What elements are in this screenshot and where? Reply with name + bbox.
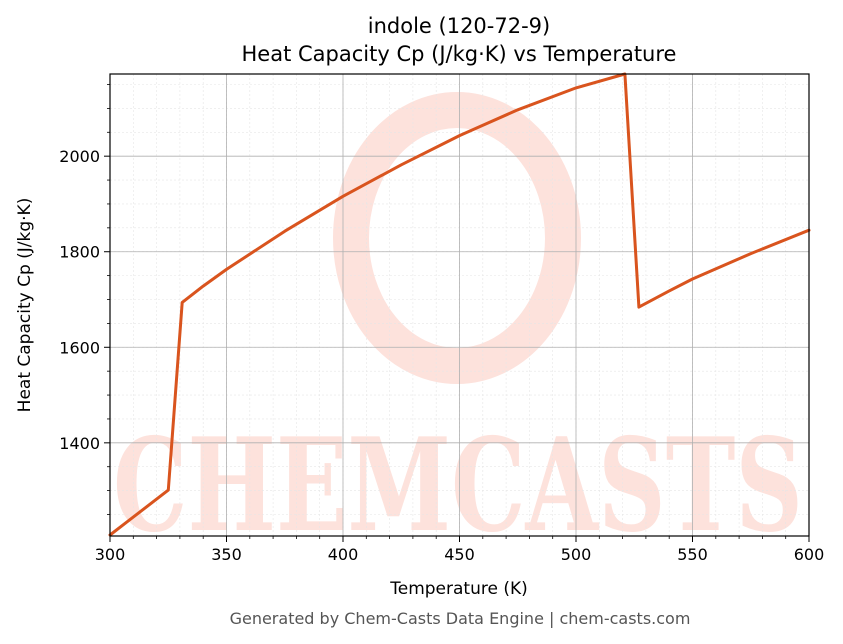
x-tick-label: 600	[794, 545, 825, 564]
x-tick-label: 550	[677, 545, 708, 564]
axis-ticks: 300 350 400 450 500 550 600 1400 1600 1800 2000	[59, 84, 825, 564]
chart-subtitle: Heat Capacity Cp (J/kg·K) vs Temperature	[242, 42, 677, 66]
y-axis-label: Heat Capacity Cp (J/kg·K)	[15, 198, 35, 413]
x-tick-label: 350	[211, 545, 242, 564]
y-tick-label: 2000	[59, 147, 100, 166]
x-tick-label: 500	[561, 545, 592, 564]
watermark-text: CHEMCASTS	[113, 411, 803, 561]
y-tick-label: 1600	[59, 338, 100, 357]
x-axis-label: Temperature (K)	[389, 579, 528, 599]
watermark-logo-ring	[333, 92, 581, 384]
y-tick-label: 1400	[59, 434, 100, 453]
x-tick-label: 300	[95, 545, 126, 564]
y-tick-label: 1800	[59, 243, 100, 262]
series-line	[108, 72, 811, 537]
x-tick-label: 400	[328, 545, 359, 564]
footer-credit: Generated by Chem-Casts Data Engine | ch…	[230, 609, 691, 628]
series-group	[108, 72, 811, 537]
chart-title: indole (120-72-9)	[368, 14, 550, 38]
x-tick-label: 450	[444, 545, 475, 564]
